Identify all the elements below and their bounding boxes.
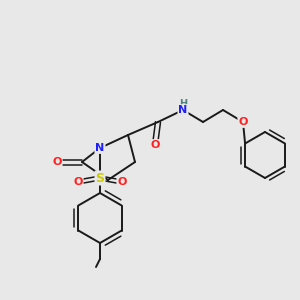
Text: O: O	[238, 117, 248, 127]
Text: O: O	[73, 177, 83, 187]
Text: N: N	[178, 105, 188, 115]
Text: O: O	[117, 177, 127, 187]
Text: H: H	[179, 99, 187, 109]
Text: O: O	[150, 140, 160, 150]
Text: S: S	[95, 172, 104, 184]
Text: N: N	[95, 143, 105, 153]
Text: O: O	[52, 157, 62, 167]
